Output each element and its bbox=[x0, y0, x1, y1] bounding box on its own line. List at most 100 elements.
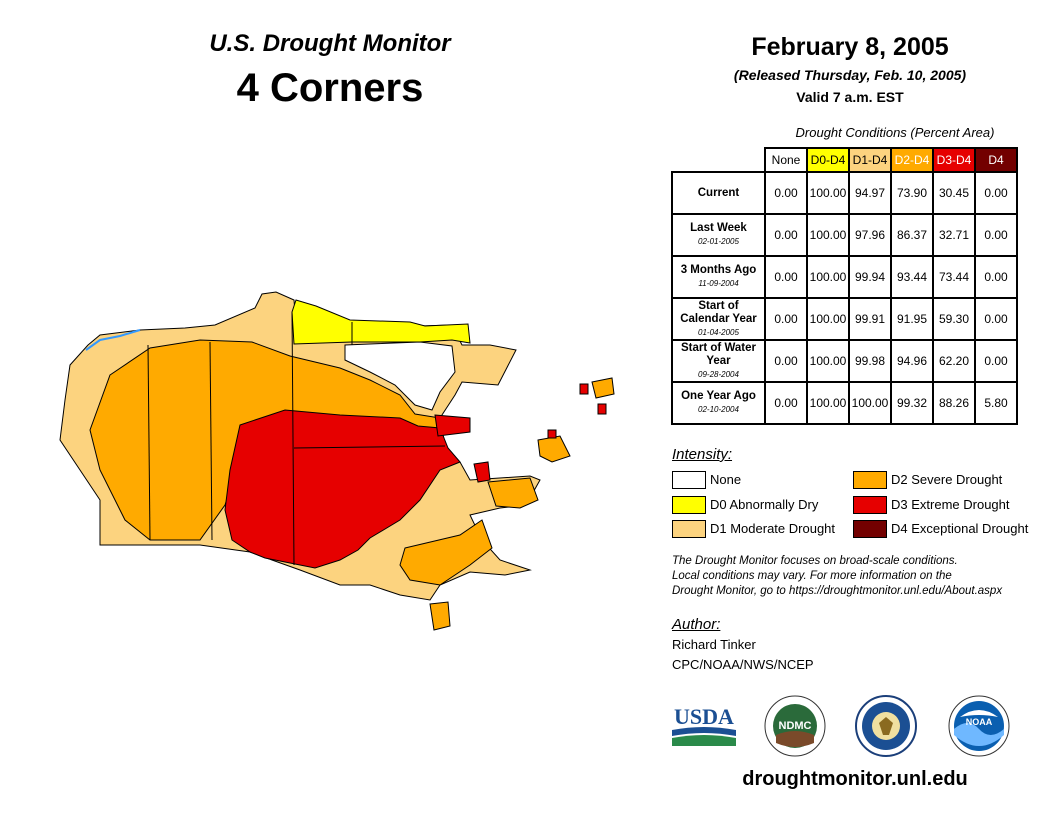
author-name: Richard Tinker bbox=[672, 637, 756, 652]
row-date: 02-10-2004 bbox=[698, 405, 739, 414]
table-cell: 94.96 bbox=[890, 339, 934, 383]
release-date: (Released Thursday, Feb. 10, 2005) bbox=[733, 67, 967, 83]
table-cell: 0.00 bbox=[764, 381, 808, 425]
table-cell: 0.00 bbox=[974, 213, 1018, 257]
row-date: 02-01-2005 bbox=[698, 237, 739, 246]
table-cell: 99.98 bbox=[848, 339, 892, 383]
row-date: 09-28-2004 bbox=[698, 369, 739, 379]
row-label: Start of Calendar Year 01-04-2005 bbox=[671, 297, 766, 341]
legend-label: D1 Moderate Drought bbox=[710, 521, 836, 536]
table-cell: 0.00 bbox=[764, 171, 808, 215]
table-cell: 100.00 bbox=[806, 339, 850, 383]
table-row: 3 Months Ago 11-09-2004 0.00 100.00 99.94… bbox=[671, 255, 1018, 299]
usda-logo-text: USDA bbox=[674, 704, 734, 729]
map-date: February 8, 2005 bbox=[751, 33, 949, 61]
row-label: 3 Months Ago 11-09-2004 bbox=[671, 255, 766, 299]
map-d3-patch bbox=[434, 414, 491, 483]
table-cell: 93.44 bbox=[890, 255, 934, 299]
ndmc-logo: NDMC bbox=[764, 695, 826, 757]
table-cell: 100.00 bbox=[806, 213, 850, 257]
table-cell: 100.00 bbox=[806, 297, 850, 341]
column-header: None bbox=[764, 147, 808, 173]
doc-seal-logo bbox=[855, 695, 917, 757]
table-cell: 86.37 bbox=[890, 213, 934, 257]
table-row: One Year Ago 02-10-2004 0.00 100.00 100.0… bbox=[671, 381, 1018, 425]
legend-swatch bbox=[672, 496, 706, 514]
table-cell: 0.00 bbox=[764, 255, 808, 299]
row-date: 11-09-2004 bbox=[698, 279, 739, 288]
table-cell: 73.90 bbox=[890, 171, 934, 215]
table-cell: 99.32 bbox=[890, 381, 934, 425]
website-link[interactable]: droughtmonitor.unl.edu bbox=[742, 768, 968, 790]
table-row: Last Week 02-01-2005 0.00 100.00 97.96 86… bbox=[671, 213, 1018, 257]
column-header: D3-D4 bbox=[932, 147, 976, 173]
row-label: Last Week 02-01-2005 bbox=[671, 213, 766, 257]
legend-swatch bbox=[853, 496, 887, 514]
table-cell: 0.00 bbox=[764, 213, 808, 257]
valid-time: Valid 7 a.m. EST bbox=[796, 89, 904, 105]
map-borders bbox=[147, 311, 446, 566]
map-island-e1 bbox=[537, 435, 571, 463]
table-cell: 99.94 bbox=[848, 255, 892, 299]
monitor-title: U.S. Drought Monitor bbox=[209, 30, 451, 57]
table-row: Current 0.00 100.00 94.97 73.90 30.45 0.… bbox=[671, 171, 1018, 215]
map-river bbox=[85, 329, 141, 351]
map-island-e2 bbox=[487, 477, 539, 509]
drought-map bbox=[59, 291, 615, 631]
table-cell: 0.00 bbox=[974, 297, 1018, 341]
map-d0-region bbox=[291, 299, 471, 345]
row-label: Current bbox=[671, 171, 766, 215]
legend-label: None bbox=[710, 472, 742, 487]
table-cell: 99.91 bbox=[848, 297, 892, 341]
author-org: CPC/NOAA/NWS/NCEP bbox=[672, 657, 814, 672]
table-cell: 100.00 bbox=[806, 381, 850, 425]
legend-label: D2 Severe Drought bbox=[891, 472, 1003, 487]
info-note: The Drought Monitor focuses on broad-sca… bbox=[672, 554, 1052, 599]
legend-swatch bbox=[853, 520, 887, 538]
drought-conditions-table: None D0-D4 D1-D4 D2-D4 D3-D4 D4 Current … bbox=[671, 147, 1018, 425]
author-title: Author: bbox=[672, 616, 721, 633]
table-cell: 0.00 bbox=[764, 297, 808, 341]
table-cell: 62.20 bbox=[932, 339, 976, 383]
table-cell: 100.00 bbox=[806, 255, 850, 299]
table-cell: 100.00 bbox=[806, 171, 850, 215]
table-cell: 0.00 bbox=[974, 255, 1018, 299]
table-cell: 0.00 bbox=[974, 171, 1018, 215]
row-date: 01-04-2005 bbox=[698, 327, 739, 337]
ndmc-logo-text: NDMC bbox=[779, 720, 812, 732]
table-row: Start of Water Year 09-28-2004 0.00 100.0… bbox=[671, 339, 1018, 383]
map-d2-region-east bbox=[399, 519, 493, 586]
table-cell: 32.71 bbox=[932, 213, 976, 257]
table-cell: 91.95 bbox=[890, 297, 934, 341]
table-cell: 5.80 bbox=[974, 381, 1018, 425]
legend-title: Intensity: bbox=[672, 446, 733, 463]
table-header-row: None D0-D4 D1-D4 D2-D4 D3-D4 D4 bbox=[672, 147, 1018, 173]
note-line: Local conditions may vary. For more info… bbox=[672, 570, 952, 582]
table-cell: 0.00 bbox=[764, 339, 808, 383]
table-cell: 88.26 bbox=[932, 381, 976, 425]
column-header: D2-D4 bbox=[890, 147, 934, 173]
row-label: One Year Ago 02-10-2004 bbox=[671, 381, 766, 425]
usda-logo: USDA bbox=[672, 704, 736, 746]
legend-label: D4 Exceptional Drought bbox=[891, 521, 1029, 536]
note-line: The Drought Monitor focuses on broad-sca… bbox=[672, 555, 958, 567]
legend-swatch bbox=[672, 471, 706, 489]
map-island-ne bbox=[591, 377, 615, 399]
table-cell: 59.30 bbox=[932, 297, 976, 341]
table-cell: 94.97 bbox=[848, 171, 892, 215]
table-cell: 30.45 bbox=[932, 171, 976, 215]
legend-label: D3 Extreme Drought bbox=[891, 497, 1010, 512]
column-header: D0-D4 bbox=[806, 147, 850, 173]
table-row: Start of Calendar Year 01-04-2005 0.00 10… bbox=[671, 297, 1018, 341]
legend-swatch bbox=[672, 520, 706, 538]
column-header: D1-D4 bbox=[848, 147, 892, 173]
table-cell: 73.44 bbox=[932, 255, 976, 299]
map-d3-region bbox=[224, 409, 461, 569]
table-cell: 97.96 bbox=[848, 213, 892, 257]
region-title: 4 Corners bbox=[236, 66, 424, 110]
legend-swatch bbox=[853, 471, 887, 489]
row-label: Start of Water Year 09-28-2004 bbox=[671, 339, 766, 383]
table-cell: 100.00 bbox=[848, 381, 892, 425]
table-caption: Drought Conditions (Percent Area) bbox=[795, 125, 995, 140]
table-cell: 0.00 bbox=[974, 339, 1018, 383]
